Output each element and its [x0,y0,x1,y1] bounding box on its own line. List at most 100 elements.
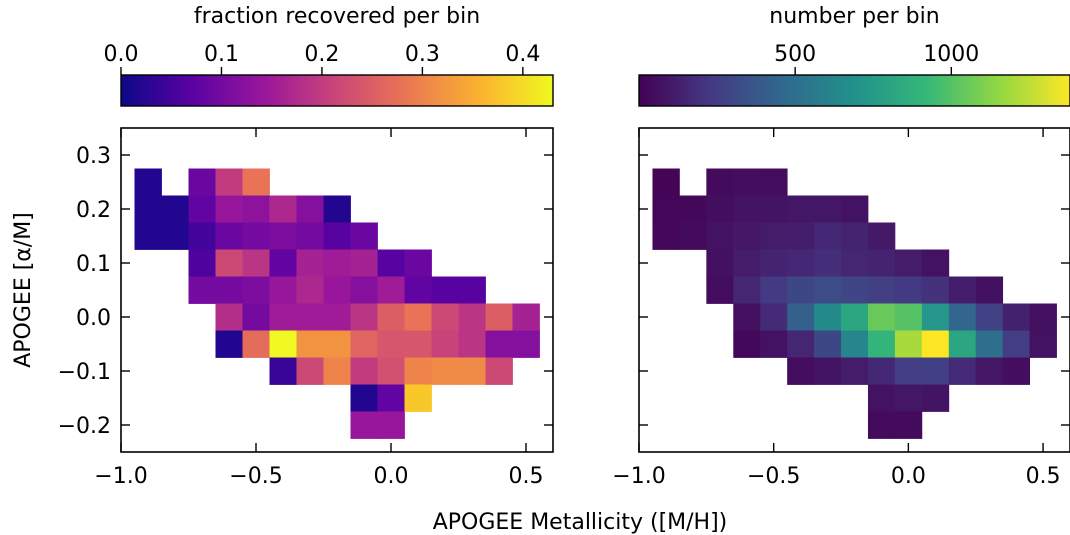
heatmap-cell [894,357,923,385]
heatmap-cell [242,276,270,304]
colorbar-tick-label: 0.1 [204,42,239,67]
heatmap-cell [1029,303,1057,331]
x-axis-label: APOGEE Metallicity ([M/H]) [433,510,728,535]
heatmap-cell [323,249,351,277]
heatmap-cell [1002,330,1030,358]
heatmap-cell [323,330,351,358]
heatmap-cell [814,303,842,331]
heatmap-cell [215,195,243,223]
heatmap-cell [161,222,189,250]
heatmap-cell [921,330,950,358]
heatmap-cell [377,249,405,277]
heatmap-cell [269,195,297,223]
heatmap-cell [841,276,869,304]
heatmap-cell [350,222,378,250]
heatmap-cell [350,276,378,304]
heatmap-cell [894,384,923,412]
heatmap-cell [431,276,459,304]
heatmap-cell [188,276,216,304]
heatmap-cell [733,330,761,358]
fraction-recovered-panel: −1.0 −0.5 0.0 0.5−0.2−0.10.00.10.20.3 0.0 0.… [11,4,554,489]
colorbar-tick-label: 0.4 [505,42,540,67]
heatmap-cell [814,222,842,250]
heatmap-cell [948,357,977,385]
heatmap-cell [814,276,842,304]
y-tick-label: 0.3 [76,144,111,169]
heatmap-cell [350,330,378,358]
heatmap-cell [975,276,1004,304]
heatmap-cell [733,222,761,250]
heatmap-cell [215,330,243,358]
heatmap-cell [760,303,788,331]
number-per-bin-panel: −1.0 −0.5 0.0 0.5 500 1000 number per bin [612,4,1070,489]
x-tick-label: 0.5 [509,464,544,489]
heatmap-cell [134,195,162,223]
heatmap-cell [458,303,486,331]
heatmap-cell [215,303,243,331]
heatmap-cell [269,249,297,277]
heatmap-cell [404,384,432,412]
x-tick-label: 0.0 [374,464,409,489]
heatmap-cell [323,357,351,385]
colorbar-tick-label: 1000 [923,42,979,67]
heatmap-cell [188,222,216,250]
heatmap-cell [841,249,869,277]
heatmap-cell [404,249,432,277]
y-axis-label: APOGEE [α/M] [11,212,36,368]
heatmap-cell [242,222,270,250]
heatmap-cell [377,411,405,439]
heatmap-cell [512,330,540,358]
heatmap-cell [787,249,815,277]
heatmap-cell [404,303,432,331]
heatmap-cell [706,222,734,250]
heatmap-cells [134,168,540,439]
heatmap-cell [706,249,734,277]
heatmap-cell [867,303,896,331]
heatmap-cell [350,303,378,331]
axes: −1.0 −0.5 0.0 0.5 [612,127,1070,489]
x-tick-label: −0.5 [747,464,800,489]
heatmap-cell [652,195,680,223]
plot-frame [120,127,554,453]
heatmap-cell [760,249,788,277]
heatmap-cell [787,222,815,250]
heatmap-cell [679,195,707,223]
heatmap-cell [760,276,788,304]
heatmap-cell [894,303,923,331]
heatmap-cell [706,168,734,196]
heatmap-cell [921,249,950,277]
heatmap-cell [215,222,243,250]
heatmap-cell [323,276,351,304]
heatmap-cell [867,330,896,358]
heatmap-cell [1002,357,1030,385]
heatmap-cell [242,330,270,358]
heatmap-cell [431,303,459,331]
heatmap-cell [921,276,950,304]
heatmap-cell [134,168,162,196]
heatmap-cell [296,330,324,358]
heatmap-cell [760,195,788,223]
heatmap-cell [350,411,378,439]
heatmap-cell [269,276,297,304]
heatmap-cell [269,357,297,385]
heatmap-cell [296,357,324,385]
heatmap-cell [841,303,869,331]
y-tick-label: −0.1 [58,360,111,385]
y-tick-label: −0.2 [58,414,111,439]
heatmap-cell [215,168,243,196]
heatmap-cell [323,195,351,223]
colorbar: 0.0 0.1 0.2 0.3 0.4 [104,42,554,107]
heatmap-cell [296,276,324,304]
heatmap-cell [894,411,923,439]
heatmap-cell [948,276,977,304]
heatmap-cell [975,330,1004,358]
heatmap-cell [188,195,216,223]
heatmap-cell [760,168,788,196]
heatmap-cell [894,276,923,304]
heatmap-cell [404,276,432,304]
heatmap-cell [733,276,761,304]
heatmap-cell [867,222,896,250]
heatmap-cell [760,330,788,358]
heatmap-cell [867,357,896,385]
heatmap-cell [296,222,324,250]
